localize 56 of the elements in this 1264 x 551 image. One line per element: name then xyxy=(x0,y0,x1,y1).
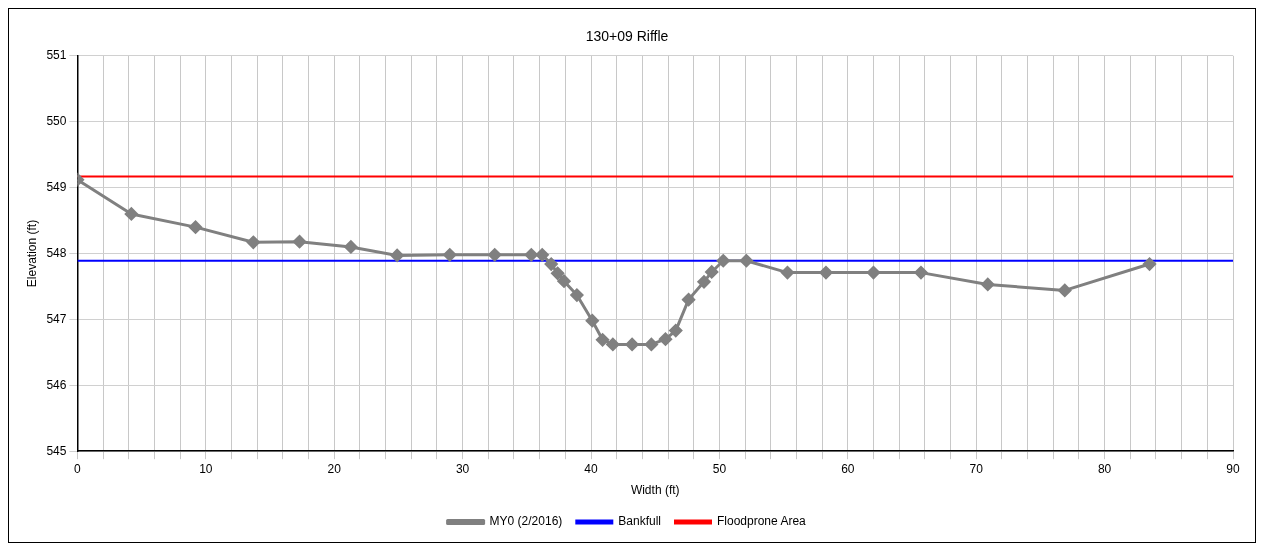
point xyxy=(981,277,995,291)
legend-label: Floodprone Area xyxy=(717,514,807,529)
point xyxy=(585,314,599,328)
point xyxy=(344,240,358,254)
y-tick-label: 551 xyxy=(46,48,67,63)
point xyxy=(124,207,138,221)
legend-label: MY0 (2/2016) xyxy=(489,514,563,529)
point xyxy=(739,254,753,268)
point xyxy=(697,275,711,289)
point xyxy=(866,266,880,280)
point xyxy=(443,248,457,262)
y-tick-label: 545 xyxy=(46,443,67,458)
x-tick-label: 0 xyxy=(74,461,82,476)
y-tick-label: 550 xyxy=(46,114,67,129)
x-tick-label: 40 xyxy=(584,461,599,476)
point xyxy=(557,274,571,288)
point xyxy=(488,248,502,262)
x-tick-label: 70 xyxy=(969,461,984,476)
point xyxy=(705,265,719,279)
point xyxy=(780,266,794,280)
y-tick-label: 547 xyxy=(46,311,67,326)
point xyxy=(596,333,610,347)
legend-label: Bankfull xyxy=(618,514,662,529)
x-tick-label: 90 xyxy=(1226,461,1240,476)
point xyxy=(819,266,833,280)
x-axis-title: Width (ft) xyxy=(630,483,680,498)
point xyxy=(570,288,584,302)
y-tick-label: 549 xyxy=(46,179,67,194)
point xyxy=(1143,257,1157,271)
point xyxy=(524,248,538,262)
x-tick-label: 10 xyxy=(199,461,213,476)
x-tick-label: 60 xyxy=(841,461,855,476)
point xyxy=(606,337,620,351)
x-tick-label: 50 xyxy=(712,461,727,476)
point xyxy=(914,266,928,280)
point xyxy=(682,293,696,307)
point xyxy=(189,220,203,234)
point xyxy=(551,266,565,280)
y-tick-label: 546 xyxy=(46,377,67,392)
x-tick-label: 20 xyxy=(327,461,342,476)
point xyxy=(535,248,549,262)
point xyxy=(716,254,730,268)
point xyxy=(625,337,639,351)
point xyxy=(293,235,307,249)
point xyxy=(644,337,658,351)
x-tick-label: 30 xyxy=(455,461,470,476)
point xyxy=(658,332,672,346)
point xyxy=(669,324,683,338)
point xyxy=(390,248,404,262)
point xyxy=(544,257,558,271)
point xyxy=(246,235,260,249)
point xyxy=(1058,283,1072,297)
y-tick-label: 548 xyxy=(46,245,67,260)
chart-title: 130+09 Riffle xyxy=(585,28,669,45)
y-axis-title: Elevation (ft) xyxy=(24,219,39,288)
x-tick-label: 80 xyxy=(1097,461,1112,476)
